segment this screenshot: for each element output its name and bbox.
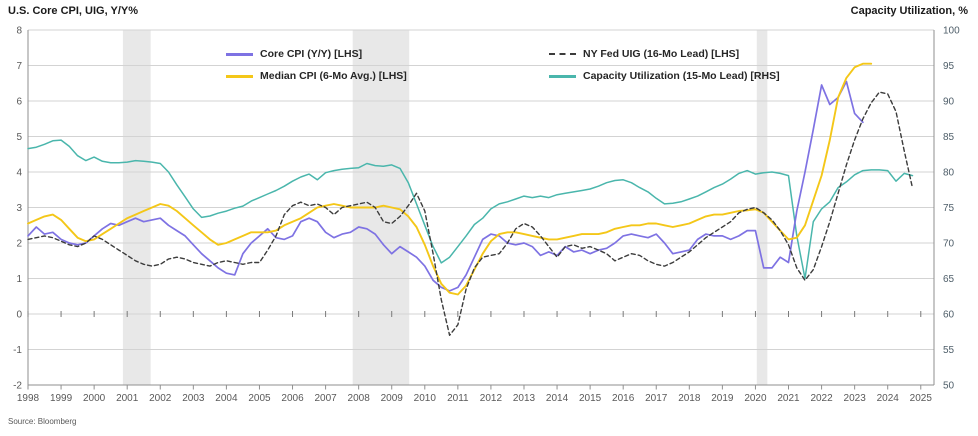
x-tick-label: 2025 (910, 393, 933, 404)
legend-label: Core CPI (Y/Y) [LHS] (260, 48, 363, 60)
capacity-utilization-line-swatch-icon (549, 74, 576, 78)
legend-item-median-cpi: Median CPI (6-Mo Avg.) [LHS] (226, 69, 407, 83)
y-right-tick-label: 80 (943, 168, 955, 179)
x-tick-label: 2001 (116, 393, 139, 404)
y-right-tick-label: 75 (943, 203, 955, 214)
median-cpi-line-swatch-icon (226, 74, 253, 78)
y-left-tick-label: 8 (16, 26, 22, 37)
legend-label: Median CPI (6-Mo Avg.) [LHS] (260, 70, 407, 82)
x-tick-label: 2011 (447, 393, 469, 404)
x-tick-label: 2000 (83, 393, 106, 404)
x-tick-label: 2006 (281, 393, 304, 404)
y-left-tick-label: 3 (16, 203, 22, 214)
y-left-tick-label: 0 (16, 310, 22, 321)
legend-label: Capacity Utilization (15-Mo Lead) [RHS] (583, 70, 780, 82)
x-tick-label: 2018 (678, 393, 701, 404)
x-tick-label: 2007 (314, 393, 337, 404)
x-tick-label: 2012 (480, 393, 503, 404)
y-right-tick-label: 85 (943, 132, 955, 143)
y-right-tick-label: 100 (943, 26, 960, 37)
x-tick-label: 2022 (810, 393, 833, 404)
uig-dashed-line-swatch-icon (549, 53, 576, 55)
x-tick-label: 2003 (182, 393, 205, 404)
y-right-tick-label: 50 (943, 381, 955, 392)
x-tick-label: 1999 (50, 393, 73, 404)
legend-item-core-cpi: Core CPI (Y/Y) [LHS] (226, 47, 362, 61)
y-right-tick-label: 95 (943, 61, 955, 72)
y-left-tick-label: 5 (16, 132, 22, 143)
series-line-median-cpi (27, 62, 873, 296)
y-left-tick-label: 7 (16, 61, 22, 72)
x-tick-label: 2014 (546, 393, 569, 404)
x-tick-label: 2005 (248, 393, 271, 404)
series-line-capacity-utilization (27, 139, 914, 280)
y-right-tick-label: 60 (943, 310, 955, 321)
y-right-tick-label: 90 (943, 97, 955, 108)
x-tick-label: 2009 (381, 393, 404, 404)
core-cpi-line-swatch-icon (226, 52, 253, 56)
chart-title-right: Capacity Utilization, % (850, 5, 968, 17)
x-tick-label: 2002 (149, 393, 172, 404)
x-tick-label: 2017 (645, 393, 668, 404)
series-line-ny-fed-uig (27, 91, 914, 336)
x-tick-label: 2021 (777, 393, 800, 404)
y-right-tick-label: 55 (943, 345, 955, 356)
y-right-tick-label: 70 (943, 239, 955, 250)
chart-title-left: U.S. Core CPI, UIG, Y/Y% (8, 5, 138, 17)
legend-item-capacity-utilization: Capacity Utilization (15-Mo Lead) [RHS] (549, 69, 780, 83)
y-left-tick-label: 2 (16, 239, 22, 250)
x-tick-label: 2015 (579, 393, 602, 404)
x-tick-label: 2004 (215, 393, 238, 404)
legend-label: NY Fed UIG (16-Mo Lead) [LHS] (583, 48, 740, 60)
x-tick-label: 2024 (877, 393, 900, 404)
x-tick-label: 1998 (17, 393, 40, 404)
y-left-tick-label: 1 (16, 274, 22, 285)
legend-item-ny-fed-uig: NY Fed UIG (16-Mo Lead) [LHS] (549, 47, 739, 61)
y-left-tick-label: -2 (13, 381, 22, 392)
y-left-tick-label: 6 (16, 97, 22, 108)
x-tick-label: 2008 (348, 393, 371, 404)
y-right-tick-label: 65 (943, 274, 955, 285)
x-tick-label: 2010 (414, 393, 437, 404)
x-tick-label: 2023 (844, 393, 867, 404)
y-left-tick-label: 4 (16, 168, 22, 179)
source-note: Source: Bloomberg (8, 417, 77, 426)
x-tick-label: 2020 (744, 393, 767, 404)
x-tick-label: 2016 (612, 393, 635, 404)
y-left-tick-label: -1 (13, 345, 22, 356)
x-tick-label: 2019 (711, 393, 734, 404)
x-tick-label: 2013 (513, 393, 536, 404)
